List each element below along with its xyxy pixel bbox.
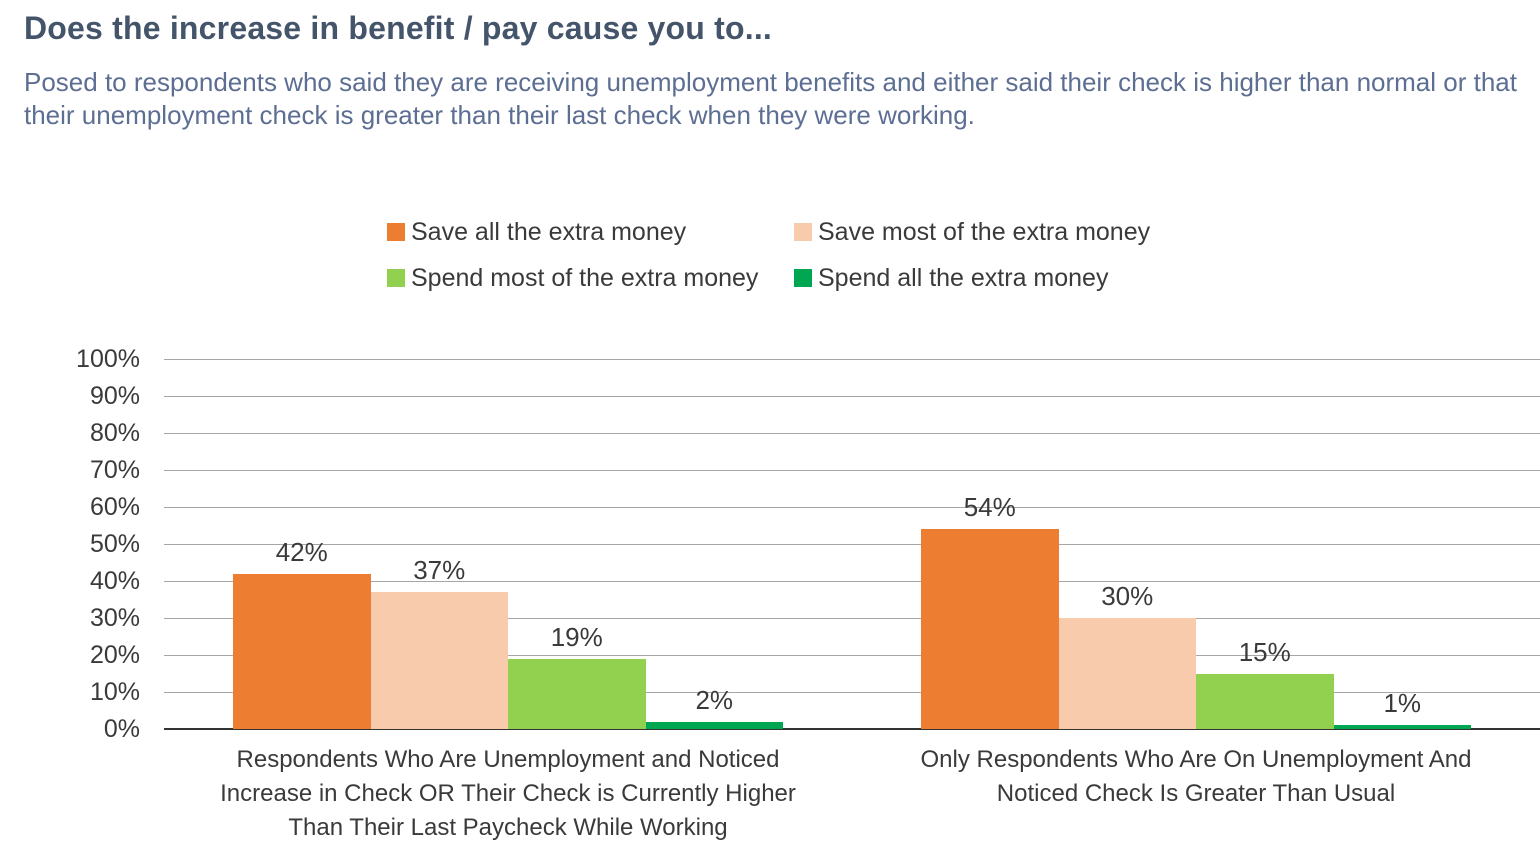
y-tick-label: 20% xyxy=(89,641,140,669)
plot-area: 42% 37% 19% 2% 54% 30% 15% 1% xyxy=(164,359,1540,730)
bar-data-label: 1% xyxy=(1383,688,1422,719)
legend-swatch-icon xyxy=(387,223,405,241)
legend-item: Spend most of the extra money xyxy=(387,263,759,292)
x-category-label-line: Noticed Check Is Greater Than Usual xyxy=(996,780,1396,807)
y-tick-label: 70% xyxy=(89,456,140,484)
legend-item: Save all the extra money xyxy=(387,217,687,246)
bar: 30% xyxy=(1058,581,1196,729)
bar: 2% xyxy=(645,685,783,729)
gridline xyxy=(164,433,1540,434)
x-category-label-line: Respondents Who Are Unemployment and Not… xyxy=(236,746,780,773)
bar-data-label: 37% xyxy=(413,555,466,586)
gridline xyxy=(164,692,1540,693)
legend-label: Spend most of the extra money xyxy=(411,263,759,292)
bar: 15% xyxy=(1196,637,1334,729)
legend-label: Save all the extra money xyxy=(411,217,687,246)
y-tick-label: 0% xyxy=(103,715,140,743)
x-axis-line xyxy=(164,728,1540,730)
bar: 19% xyxy=(508,622,646,729)
gridline xyxy=(164,655,1540,656)
bar-data-label: 2% xyxy=(695,684,734,715)
x-category-label-line: Than Their Last Paycheck While Working xyxy=(288,814,728,841)
bar-cluster: 42% 37% 19% 2% xyxy=(233,359,783,729)
gridline xyxy=(164,618,1540,619)
bar-data-label: 54% xyxy=(963,492,1016,523)
legend-swatch-icon xyxy=(794,223,812,241)
y-tick-label: 80% xyxy=(89,419,140,447)
bar-data-label: 19% xyxy=(550,621,603,652)
bar-data-label: 15% xyxy=(1238,636,1291,667)
bar-cluster: 54% 30% 15% 1% xyxy=(921,359,1471,729)
y-tick-label: 60% xyxy=(89,493,140,521)
legend-item: Save most of the extra money xyxy=(794,217,1151,246)
legend-label: Save most of the extra money xyxy=(818,217,1151,246)
y-tick-label: 40% xyxy=(89,567,140,595)
y-tick-label: 10% xyxy=(89,678,140,706)
gridline xyxy=(164,581,1540,582)
x-category-label-line: Increase in Check OR Their Check is Curr… xyxy=(220,780,796,807)
legend-label: Spend all the extra money xyxy=(818,263,1109,292)
chart-title: Does the increase in benefit / pay cause… xyxy=(24,10,772,46)
y-tick-label: 90% xyxy=(89,382,140,410)
bar: 42% xyxy=(233,537,371,729)
gridline xyxy=(164,359,1540,360)
x-category-label: Respondents Who Are Unemployment and Not… xyxy=(164,743,852,845)
gridline xyxy=(164,507,1540,508)
chart-subtitle: Posed to respondents who said they are r… xyxy=(24,67,1517,130)
legend-swatch-icon xyxy=(794,269,812,287)
bar: 1% xyxy=(1333,688,1471,729)
x-category-label: Only Respondents Who Are On Unemployment… xyxy=(852,743,1540,811)
x-category-label-line: Only Respondents Who Are On Unemployment… xyxy=(920,746,1472,773)
gridline xyxy=(164,544,1540,545)
legend-item: Spend all the extra money xyxy=(794,263,1109,292)
y-tick-label: 30% xyxy=(89,604,140,632)
gridline xyxy=(164,470,1540,471)
y-tick-label: 100% xyxy=(76,345,140,373)
y-tick-label: 50% xyxy=(89,530,140,558)
bar: 54% xyxy=(921,492,1059,729)
gridline xyxy=(164,396,1540,397)
legend-swatch-icon xyxy=(387,269,405,287)
bar: 37% xyxy=(370,555,508,729)
bar-data-label: 42% xyxy=(275,536,328,567)
bar-data-label: 30% xyxy=(1101,581,1154,611)
